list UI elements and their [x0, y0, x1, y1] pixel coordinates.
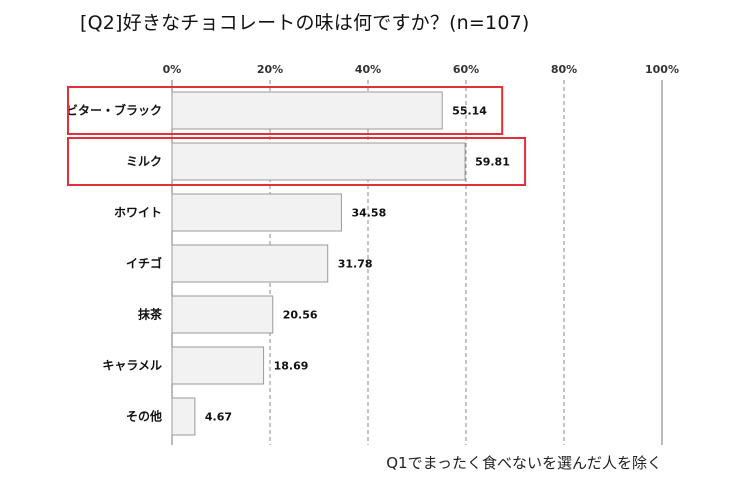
chart-title: [Q2]好きなチョコレートの味は何ですか？(n=107): [80, 12, 530, 34]
value-label-4: 20.56: [283, 309, 318, 322]
category-label-0: ビター・ブラック: [66, 103, 162, 118]
bar-1: [171, 142, 466, 181]
bar-3: [171, 244, 329, 283]
chart-note: Q1でまったく食べないを選んだ人を除く: [386, 454, 662, 472]
bar-6: [171, 397, 196, 436]
bar-2: [171, 193, 342, 232]
value-label-1: 59.81: [475, 156, 510, 169]
bar-4: [171, 295, 274, 334]
value-label-6: 4.67: [205, 411, 232, 424]
value-label-5: 18.69: [274, 360, 309, 373]
category-label-6: その他: [126, 409, 162, 424]
highlight-box-1: [67, 137, 527, 186]
bar-0: [171, 91, 443, 130]
highlight-boxes: [67, 86, 527, 186]
x-tick-label-100: 100%: [645, 63, 679, 76]
x-tick-label-20: 20%: [257, 63, 283, 76]
value-label-0: 55.14: [452, 105, 487, 118]
value-labels: 55.14 59.81 34.58 31.78 20.56 18.69 4.67: [205, 105, 510, 424]
category-label-3: イチゴ: [126, 256, 162, 271]
category-label-1: ミルク: [126, 155, 162, 169]
category-label-2: ホワイト: [114, 206, 162, 220]
bar-5: [171, 346, 265, 385]
x-tick-label-40: 40%: [355, 63, 381, 76]
x-axis-ticks: 0% 20% 40% 60% 80% 100%: [163, 63, 679, 76]
highlight-box-0: [67, 86, 504, 135]
bars: [171, 91, 466, 436]
category-label-5: キャラメル: [102, 359, 162, 373]
x-tick-label-80: 80%: [551, 63, 577, 76]
value-label-2: 34.58: [351, 207, 386, 220]
x-tick-label-60: 60%: [453, 63, 479, 76]
x-tick-label-0: 0%: [163, 63, 182, 76]
category-label-4: 抹茶: [138, 307, 163, 322]
value-label-3: 31.78: [338, 258, 373, 271]
